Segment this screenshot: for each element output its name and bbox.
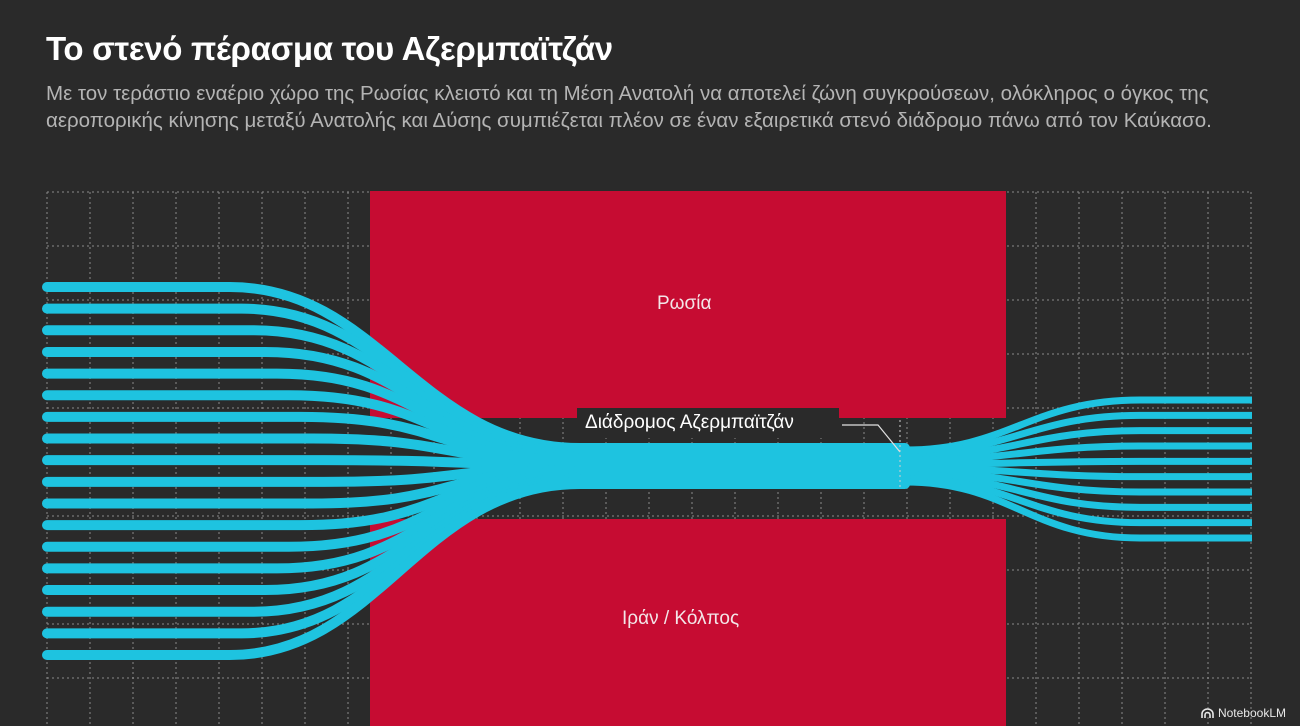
east-flight-path [880,427,1252,461]
east-flight-path [880,471,1252,511]
east-flight-path [880,474,1252,527]
east-flight-path [880,442,1252,465]
east-flight-path [880,396,1252,454]
page-title: Το στενό πέρασμα του Αζερμπαϊτζάν [46,30,613,67]
east-flight-path [880,467,1252,496]
east-flight-path [880,411,1252,458]
east-flight-path [880,457,1252,468]
brand-name: NotebookLM [1217,706,1286,720]
corridor-leader-line [842,424,901,453]
region-russia [370,191,1006,418]
flight-paths [42,282,1252,660]
region-label-iran-gulf: Ιράν / Κόλπος [622,608,740,629]
west-flight-path [42,479,910,660]
east-flight-path [880,464,1252,481]
region-label-russia: Ρωσία [657,293,712,314]
brand-watermark: NotebookLM [1201,706,1286,720]
notebooklm-logo-icon [1201,707,1214,718]
page-subtitle: Με τον τεράστιο εναέριο χώρο της Ρωσίας … [46,82,1212,132]
region-iran-gulf [370,519,1006,726]
corridor-label: Διάδρομος Αζερμπαϊτζάν [577,408,839,438]
east-flight-path [880,478,1252,542]
